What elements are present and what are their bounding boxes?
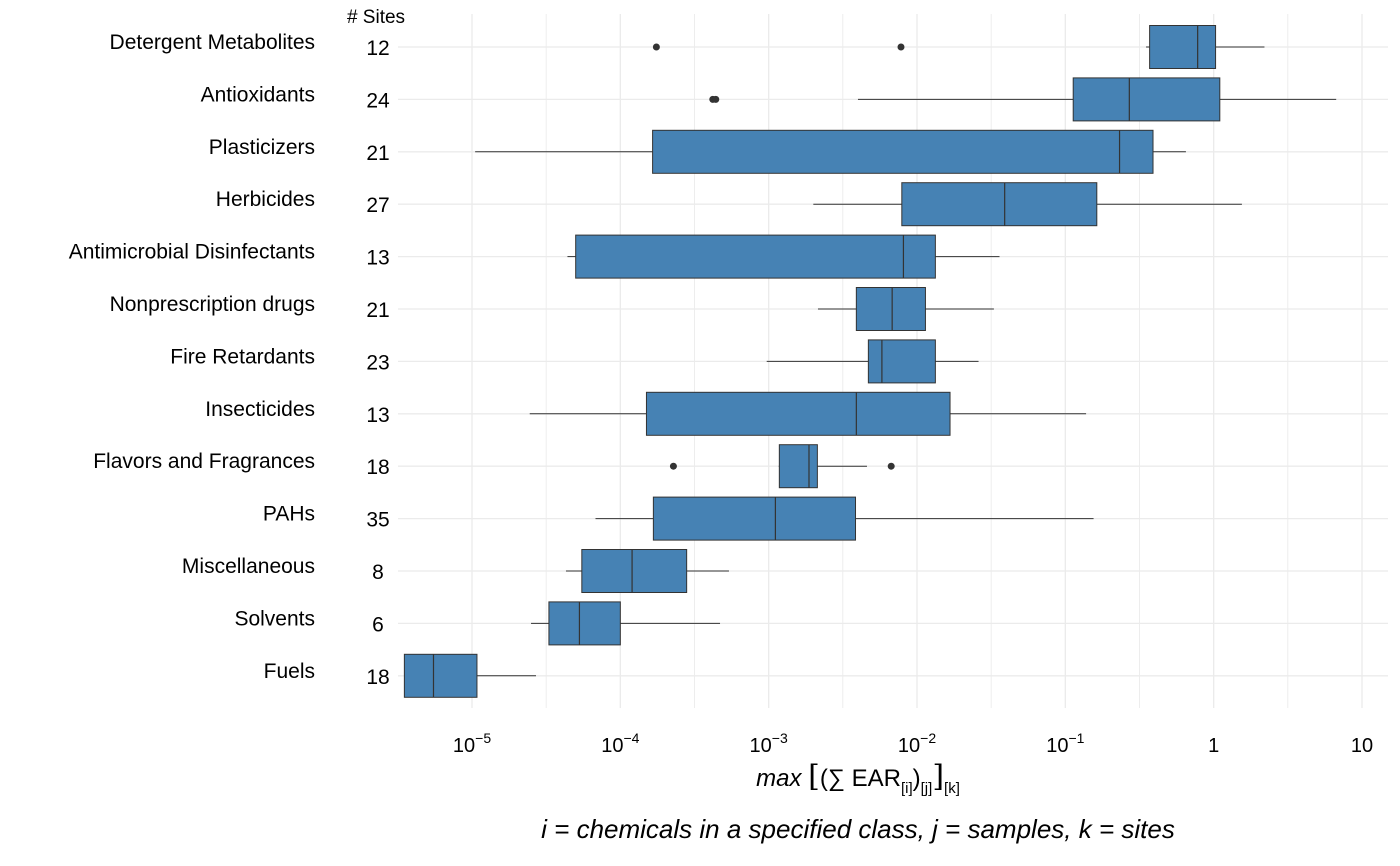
box-detergent-metabolites (652, 25, 1265, 69)
box-pahs (595, 496, 1094, 541)
site-count: 8 (372, 561, 384, 584)
box-fire-retardants (766, 339, 979, 384)
category-label: Miscellaneous (182, 555, 315, 578)
iqr-box (855, 287, 926, 331)
box-insecticides (529, 391, 1087, 436)
iqr-box (652, 496, 857, 541)
category-labels: Detergent Metabolites Antioxidants Plastic… (69, 31, 315, 683)
box-nonprescription-drugs (817, 287, 994, 331)
iqr-box (403, 653, 478, 698)
site-count: 24 (366, 89, 390, 112)
box-flavors-and-fragrances (669, 444, 895, 489)
category-label: Fuels (264, 660, 315, 683)
box-antimicrobial-disinfectants (567, 234, 1000, 279)
category-label: Detergent Metabolites (110, 31, 315, 54)
site-count: 27 (366, 194, 389, 217)
outlier-point (652, 43, 660, 51)
iqr-box (778, 444, 818, 489)
iqr-box (548, 601, 621, 646)
x-axis-ticks: 10−5 10−4 10−3 10−2 10−1 1 10 (453, 730, 1373, 757)
site-count: 12 (366, 37, 389, 60)
iqr-box (581, 549, 688, 593)
box-miscellaneous (565, 549, 729, 593)
site-count: 21 (366, 299, 389, 322)
iqr-box (575, 234, 936, 279)
sites-column-header: # Sites (347, 7, 405, 28)
site-counts: 12 24 21 27 13 21 23 13 18 35 8 6 18 (366, 37, 390, 689)
category-label: Fire Retardants (170, 345, 315, 368)
outlier-point (897, 43, 905, 51)
outlier-point (712, 95, 720, 103)
x-tick-label: 10 (1351, 735, 1373, 757)
box-solvents (531, 601, 721, 646)
site-count: 6 (372, 613, 384, 636)
x-tick-label: 10−2 (898, 730, 936, 757)
x-tick-label: 10−3 (750, 730, 788, 757)
x-tick-label: 10−5 (453, 730, 491, 757)
box-fuels (403, 653, 536, 698)
category-label: Herbicides (216, 188, 315, 211)
iqr-box (652, 129, 1154, 174)
iqr-box (1072, 77, 1221, 122)
iqr-box (645, 391, 951, 436)
category-label: Antioxidants (201, 83, 315, 106)
site-count: 13 (366, 247, 389, 270)
outlier-point (887, 462, 895, 470)
category-label: PAHs (263, 503, 315, 526)
x-axis-label: max [(∑ EAR[i])[j]][k] (756, 759, 960, 797)
box-antioxidants (709, 77, 1337, 122)
site-count: 35 (366, 509, 389, 532)
x-tick-label: 1 (1208, 735, 1219, 757)
box-plasticizers (475, 129, 1186, 174)
category-label: Flavors and Fragrances (93, 450, 315, 473)
iqr-box (901, 182, 1098, 227)
category-label: Solvents (234, 607, 315, 630)
x-tick-label: 10−1 (1046, 730, 1084, 757)
outlier-point (669, 462, 677, 470)
site-count: 21 (366, 142, 389, 165)
category-label: Antimicrobial Disinfectants (69, 241, 315, 264)
category-label: Insecticides (205, 398, 315, 421)
category-label: Nonprescription drugs (110, 293, 315, 316)
iqr-box (867, 339, 936, 384)
iqr-box (1149, 25, 1217, 69)
site-count: 18 (366, 456, 389, 479)
site-count: 23 (366, 351, 389, 374)
site-count: 13 (366, 404, 389, 427)
chart-caption: i = chemicals in a specified class, j = … (541, 814, 1175, 844)
box-layer (403, 25, 1337, 698)
x-tick-label: 10−4 (601, 730, 639, 757)
site-count: 18 (366, 666, 389, 689)
category-label: Plasticizers (209, 136, 315, 159)
box-herbicides (813, 182, 1242, 227)
